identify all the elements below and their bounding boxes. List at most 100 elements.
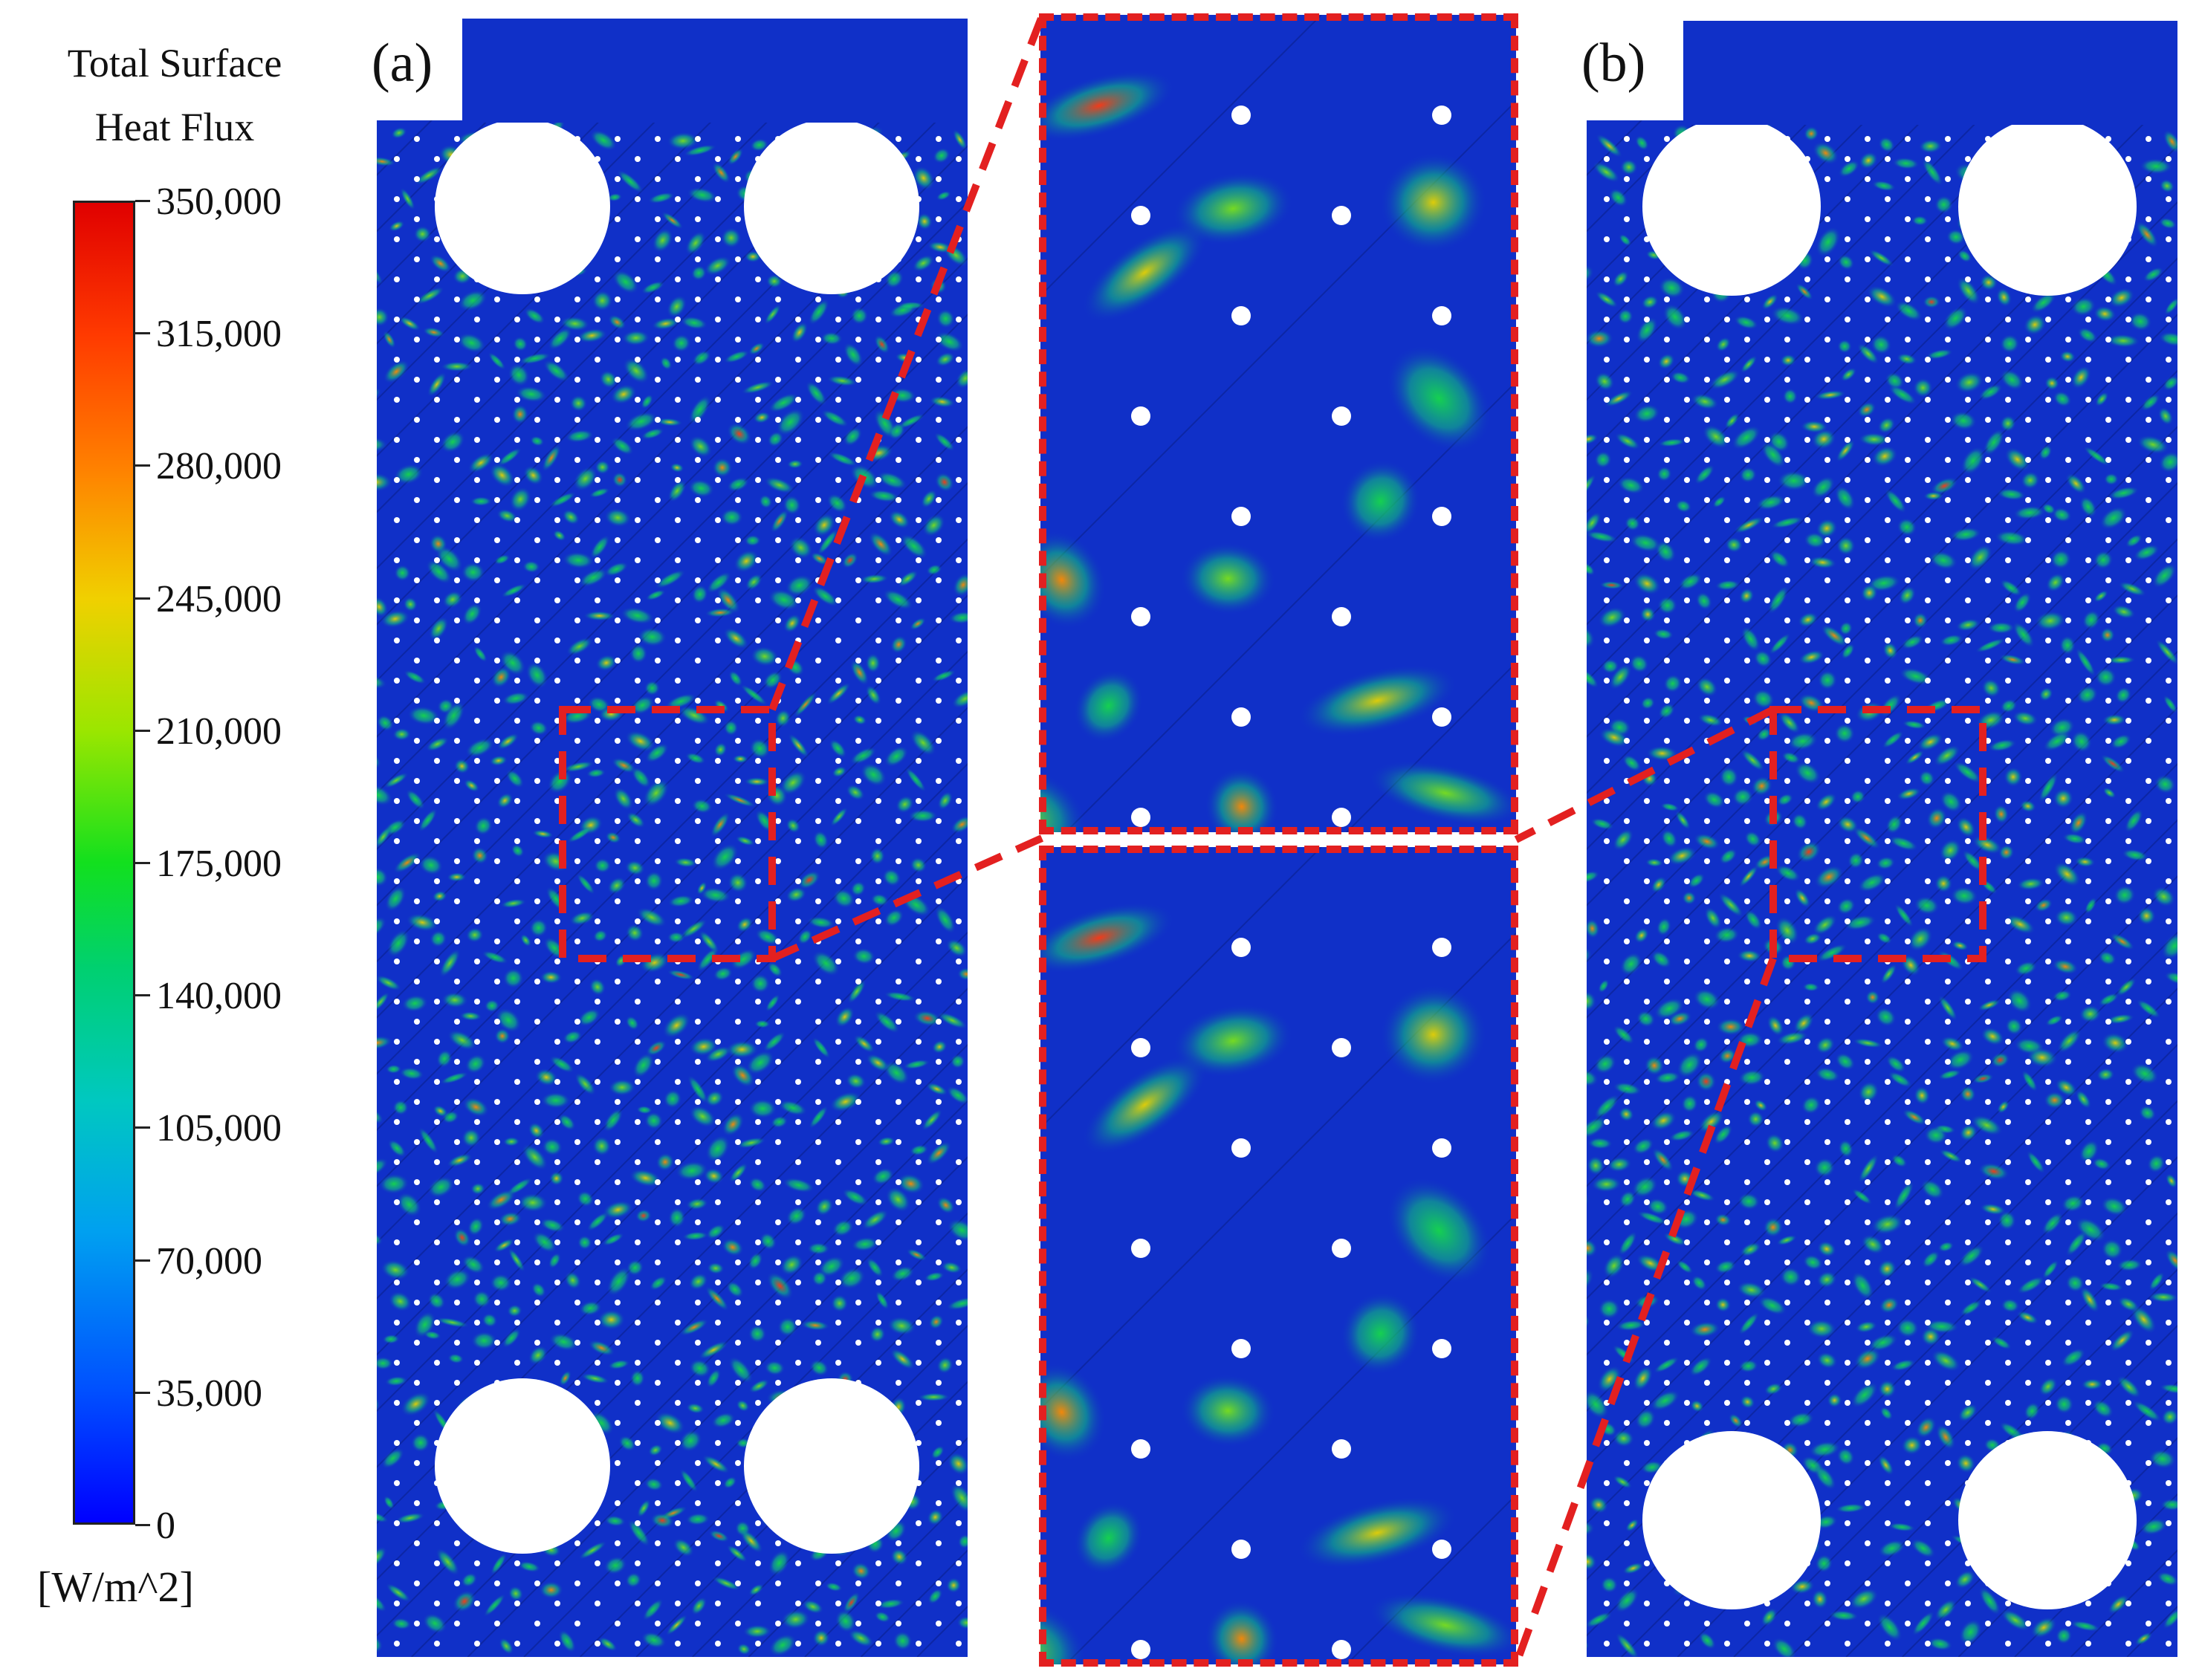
contact-point (1945, 1460, 1951, 1466)
contact-point (394, 276, 400, 282)
contact-point (1624, 537, 1630, 543)
contact-point (1865, 1139, 1871, 1145)
contact-point (454, 417, 460, 423)
contact-point (2045, 1199, 2051, 1205)
contact-point (2146, 1019, 2151, 1025)
contact-point (1684, 357, 1690, 363)
contact-point (635, 1600, 641, 1606)
contact-point (755, 1239, 761, 1245)
contact-point (1764, 798, 1770, 804)
contact-point (1845, 397, 1850, 403)
contact-point (855, 1179, 861, 1185)
contact-point (514, 597, 520, 603)
contact-point (414, 617, 420, 623)
contact-point (2125, 959, 2131, 964)
contact-point (896, 818, 901, 824)
contact-point (675, 918, 681, 924)
contact-point (1684, 597, 1690, 603)
contact-point (1945, 858, 1951, 864)
contact-point (655, 658, 661, 664)
contact-point (655, 617, 661, 623)
contact-point (1131, 1640, 1150, 1659)
contact-point (1865, 176, 1871, 182)
contact-point (695, 1019, 701, 1025)
contact-point (855, 738, 861, 744)
contact-point (1925, 557, 1931, 563)
contact-point (1945, 417, 1951, 423)
contact-point (715, 1560, 721, 1566)
contact-point (1644, 1480, 1650, 1486)
contact-point (434, 357, 440, 363)
contact-point (695, 1139, 701, 1145)
contact-point (775, 577, 781, 583)
contact-point (554, 1159, 560, 1165)
contact-point (554, 1119, 560, 1125)
contact-point (1865, 1019, 1871, 1025)
contact-point (534, 1300, 540, 1306)
contact-point (735, 136, 741, 142)
contact-point (1724, 1400, 1730, 1406)
contact-point (1985, 617, 1991, 623)
contact-point (2005, 1239, 2011, 1245)
contact-point (1684, 1641, 1690, 1647)
contact-point (635, 1159, 641, 1165)
contact-point (1624, 938, 1630, 944)
contact-point (1945, 136, 1951, 142)
contact-point (2146, 1059, 2151, 1065)
contact-point (394, 718, 400, 724)
zoom-inset-top-frame (1039, 13, 1518, 834)
contact-point (574, 979, 580, 985)
contact-point (755, 918, 761, 924)
contact-point (2125, 918, 2131, 924)
contact-point (1684, 1320, 1690, 1326)
contact-point (896, 698, 901, 704)
contact-point (1764, 718, 1770, 724)
contact-point (655, 1420, 661, 1426)
contact-point (795, 1079, 801, 1085)
contact-point (795, 999, 801, 1005)
contact-point (896, 1621, 901, 1627)
contact-point (1231, 707, 1251, 727)
contact-point (1845, 678, 1850, 684)
contact-point (2065, 417, 2071, 423)
contact-point (795, 638, 801, 643)
contact-point (454, 738, 460, 744)
contact-point (2105, 938, 2111, 944)
contact-point (2005, 1039, 2011, 1045)
contact-point (936, 216, 942, 222)
contact-point (1624, 417, 1630, 423)
contact-point (595, 999, 600, 1005)
contact-point (896, 1259, 901, 1265)
contact-point (1624, 818, 1630, 824)
contact-point (454, 1580, 460, 1586)
contact-point (896, 738, 901, 744)
contact-point (1865, 1179, 1871, 1185)
contact-point (1885, 959, 1891, 964)
contact-point (1684, 1400, 1690, 1406)
contact-point (414, 377, 420, 383)
contact-point (1704, 738, 1710, 744)
contact-point (474, 557, 480, 563)
contact-point (554, 1641, 560, 1647)
contact-point (1131, 808, 1150, 827)
contact-point (1804, 918, 1810, 924)
contact-point (1764, 477, 1770, 483)
contact-point (635, 999, 641, 1005)
contact-point (534, 1019, 540, 1025)
contact-point (574, 818, 580, 824)
contact-point (394, 317, 400, 322)
panel-a-label: (a) (372, 33, 433, 94)
colorbar-tick (135, 597, 150, 600)
contact-point (775, 1540, 781, 1546)
contact-point (936, 1540, 942, 1546)
contact-point (775, 296, 781, 302)
contact-point (635, 477, 641, 483)
contact-point (615, 577, 621, 583)
contact-point (956, 1039, 962, 1045)
contact-point (735, 1540, 741, 1546)
contact-point (534, 337, 540, 343)
contact-point (1604, 517, 1610, 523)
contact-point (1925, 838, 1931, 844)
contact-point (1925, 517, 1931, 523)
contact-point (574, 497, 580, 503)
